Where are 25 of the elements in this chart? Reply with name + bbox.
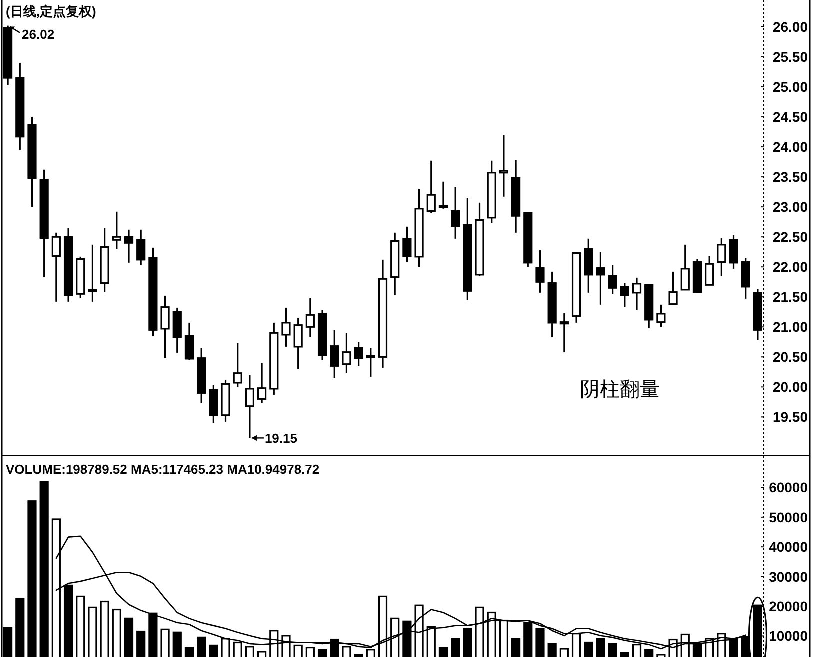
y-tick-label: 20000 xyxy=(769,598,808,615)
y-tick-label: 10000 xyxy=(769,628,808,644)
annotation: 阴柱翻量 xyxy=(580,379,660,401)
y-tick-label: 22.50 xyxy=(772,229,808,246)
y-tick-label: 40000 xyxy=(769,539,808,556)
chart-title: (日线,定点复权) xyxy=(6,4,96,19)
y-tick-label: 20.00 xyxy=(772,379,808,396)
y-tick-label: 26.00 xyxy=(772,19,808,36)
y-tick-label: 23.00 xyxy=(772,199,808,216)
y-tick-label: 23.50 xyxy=(772,169,808,186)
y-tick-label: 50000 xyxy=(769,509,808,526)
annotation: 19.15 xyxy=(264,431,298,446)
y-tick-label: 22.00 xyxy=(772,259,808,276)
y-tick-label: 25.00 xyxy=(772,79,808,96)
y-tick-label: 30000 xyxy=(769,568,808,585)
y-tick-label: 21.00 xyxy=(772,319,808,336)
annotation: 26.02 xyxy=(22,26,55,42)
y-tick-label: 19.50 xyxy=(772,409,808,426)
y-tick-label: 25.50 xyxy=(772,49,808,66)
y-tick-label: 24.00 xyxy=(772,139,808,156)
y-tick-label: 20.50 xyxy=(772,349,808,366)
y-tick-label: 21.50 xyxy=(772,289,808,306)
chart-title: VOLUME:198789.52 MA5:117465.23 MA10.94978.72 xyxy=(6,462,320,477)
y-tick-label: 60000 xyxy=(769,480,808,496)
y-tick-label: 24.50 xyxy=(772,109,808,126)
